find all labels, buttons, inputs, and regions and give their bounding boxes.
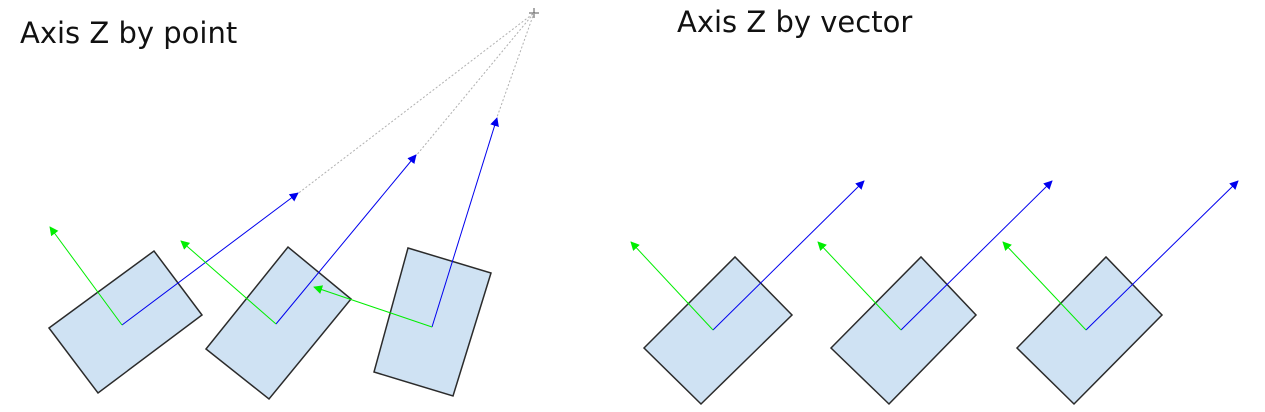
z-axis-arrow-1 (121, 192, 299, 326)
frame-box-6 (1015, 255, 1164, 406)
z-axis-arrow-6 (1085, 180, 1239, 331)
frame-box-3 (373, 247, 492, 397)
frame-box-4 (642, 255, 794, 406)
y-axis-arrow-5 (817, 241, 902, 331)
z-axis-arrow-5 (900, 180, 1053, 331)
y-axis-arrow-6 (1002, 241, 1087, 331)
guide-line-3 (495, 12, 535, 121)
z-axis-arrow-3 (431, 117, 499, 328)
frame-box-2 (204, 245, 353, 401)
y-axis-arrow-3 (313, 285, 433, 328)
y-axis-arrow-4 (630, 241, 714, 331)
y-axis-arrow-1 (49, 226, 123, 326)
y-axis-arrow-2 (180, 240, 277, 325)
title-axis-z-by-point: Axis Z by point (20, 16, 238, 50)
z-axis-arrow-2 (275, 154, 417, 325)
title-axis-z-by-vector: Axis Z by vector (677, 5, 913, 39)
guide-line-2 (414, 12, 535, 158)
guide-line-1 (295, 12, 535, 196)
z-axis-arrow-4 (712, 180, 865, 331)
frame-box-5 (829, 255, 978, 406)
